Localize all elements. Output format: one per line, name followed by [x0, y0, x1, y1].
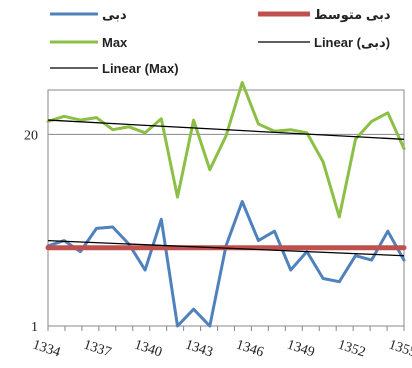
- legend-label-linear-max: Linear (Max): [102, 61, 179, 76]
- y-tick-label-20: 20: [24, 128, 38, 143]
- trendline-linear_max: [47, 119, 405, 140]
- plot-frame: [47, 89, 405, 327]
- legend: دبی دبی متوسط Max Linear (دبی) Linear (M…: [50, 7, 391, 76]
- trendline-linear_daily: [47, 239, 405, 257]
- x-tick-label-1349: 1349: [285, 338, 316, 361]
- legend-label-max: Max: [102, 35, 128, 50]
- y-tick-label-1: 1: [31, 320, 38, 335]
- x-tick-label-1340: 1340: [132, 338, 163, 361]
- legend-label-daily: دبی: [102, 7, 127, 22]
- x-tick-label-1346: 1346: [234, 338, 265, 361]
- series-line-max: [46, 81, 406, 219]
- trendline-layer: [47, 119, 405, 257]
- x-tick-label-1337: 1337: [82, 338, 113, 361]
- x-tick-label-1343: 1343: [183, 338, 214, 361]
- plot-area: 1 20 1334 1337 1340 1343 1346 1349 1352 1355: [24, 81, 412, 360]
- x-axis-ticks: 1334 1337 1340 1343 1346 1349 1352 1355: [31, 326, 412, 360]
- x-tick-label-1352: 1352: [336, 338, 367, 361]
- x-tick-label-1355: 1355: [387, 338, 412, 361]
- legend-label-linear-daily: Linear (دبی): [314, 35, 390, 50]
- x-tick-label-1334: 1334: [31, 338, 62, 361]
- legend-label-mean: دبی متوسط: [314, 7, 391, 22]
- y-axis-ticks: 1 20: [24, 128, 38, 335]
